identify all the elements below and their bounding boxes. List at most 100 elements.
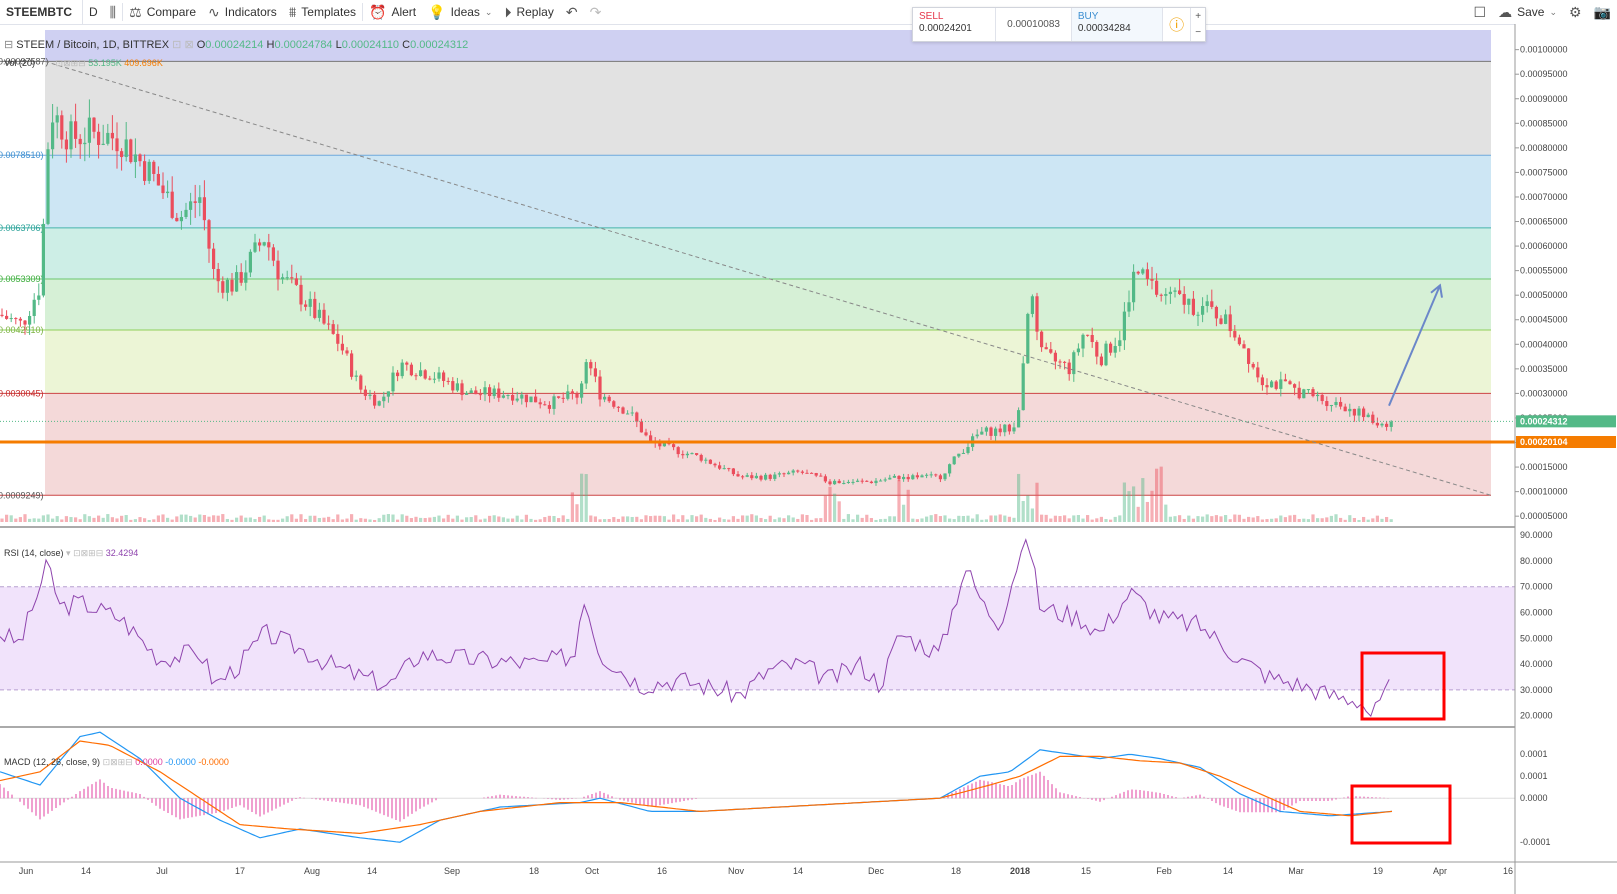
candle-body: [9, 318, 13, 320]
rsi-band: [0, 586, 1515, 690]
macd-annotation-box[interactable]: [1350, 784, 1452, 845]
candle-body: [938, 475, 942, 480]
macd-legend[interactable]: MACD (12, 26, close, 9) ⊡⊠⊞⊟ 0.0000 -0.0…: [4, 757, 229, 768]
info-icon[interactable]: ⓘ: [1163, 8, 1192, 41]
candle-body: [221, 281, 225, 293]
time-tick-label: Nov: [728, 866, 745, 876]
plus-icon[interactable]: +: [1195, 10, 1202, 22]
candle-body: [736, 474, 740, 477]
buy-button[interactable]: BUY 0.00034284: [1071, 8, 1163, 41]
symbol-search[interactable]: STEEMBTC: [0, 0, 83, 24]
candle-body: [1086, 334, 1090, 336]
rsi-annotation-box[interactable]: [1360, 651, 1446, 721]
candle-body: [727, 468, 731, 470]
candle-body: [713, 463, 717, 466]
settings-button[interactable]: ⚙: [1563, 0, 1588, 24]
candle-body: [842, 483, 846, 485]
templates-button[interactable]: ⩩ Templates: [283, 0, 362, 24]
time-tick-label: 17: [235, 866, 245, 876]
volume-bar: [626, 516, 630, 522]
redo-button[interactable]: ↷: [584, 0, 608, 24]
volume-legend[interactable]: Vol (20) ⊡⊠⊞⊟ 53.195K 409.696K: [4, 58, 163, 69]
replay-button[interactable]: ⏵ Replay: [498, 0, 559, 24]
candle-body: [731, 468, 735, 475]
candle-body: [267, 242, 271, 248]
projection-arrow[interactable]: [1388, 284, 1441, 407]
volume-bar: [552, 516, 556, 522]
time-tick-label: 2018: [1010, 866, 1030, 876]
main-series-legend[interactable]: ⊟ STEEM / Bitcoin, 1D, BITTREX ⊡ ⊠ O0.00…: [4, 38, 468, 51]
candle-body: [1063, 361, 1067, 363]
volume-bar: [1063, 515, 1067, 522]
legend-controls[interactable]: ⊡⊠⊞⊟: [55, 58, 86, 68]
fibonacci-retracement[interactable]: 0.00097587) 0.0078510) 0.0063706) 0.0053309…: [0, 30, 1491, 500]
undo-button[interactable]: ↶: [560, 0, 584, 24]
volume-bar: [1150, 490, 1154, 522]
price-tick-label: 0.00050000: [1520, 290, 1568, 300]
candle-body: [83, 142, 87, 145]
volume-bar: [1127, 491, 1131, 522]
interval-selector[interactable]: D: [89, 5, 98, 19]
volume-bar: [1021, 500, 1025, 522]
candle-body: [800, 471, 804, 473]
volume-bar: [952, 519, 956, 522]
candle-body: [649, 435, 653, 441]
chart-style-button[interactable]: ⫼: [104, 0, 122, 24]
candle-body: [1182, 294, 1186, 305]
toolbar-right: ☐ ☁ Save ⌄ ⚙ 📷: [1468, 0, 1617, 24]
volume-bar: [879, 519, 883, 522]
compare-button[interactable]: ⚖ Compare: [123, 0, 202, 24]
volume-bar: [120, 515, 124, 522]
volume-bar: [846, 514, 850, 522]
candle-body: [1348, 408, 1352, 412]
alert-button[interactable]: ⏰ Alert: [363, 0, 422, 24]
candle-body: [391, 372, 395, 392]
candle-body: [1191, 298, 1195, 315]
volume-bar: [1251, 517, 1255, 522]
candle-body: [405, 362, 409, 365]
candle-body: [225, 279, 229, 293]
indicators-button[interactable]: ∿ Indicators: [202, 0, 283, 24]
minus-icon[interactable]: −: [1195, 27, 1202, 39]
rsi-legend[interactable]: RSI (14, close) ▾ ⊡⊠⊞⊟ 32.4294: [4, 548, 138, 559]
volume-bar: [819, 518, 823, 522]
candle-body: [428, 378, 432, 380]
fullscreen-button[interactable]: ☐: [1468, 0, 1493, 24]
volume-bar: [1118, 515, 1122, 522]
volume-bar: [722, 519, 726, 522]
volume-bar: [1228, 519, 1232, 522]
candle-body: [1021, 363, 1025, 411]
volume-bar: [892, 516, 896, 522]
volume-bar: [55, 516, 59, 522]
ideas-button[interactable]: 💡 Ideas ⌄: [422, 0, 498, 24]
volume-bar: [455, 515, 459, 522]
legend-controls[interactable]: ⊡ ⊠: [172, 39, 194, 51]
volume-bar: [897, 479, 901, 522]
volume-bar: [547, 515, 551, 522]
fib-level-label: 0.0009249): [0, 490, 44, 500]
volume-bar: [1270, 518, 1274, 522]
volume-bar: [823, 495, 827, 522]
volume-bar: [1007, 516, 1011, 522]
quantity-stepper[interactable]: + −: [1191, 8, 1205, 41]
candle-body: [327, 323, 331, 325]
save-button[interactable]: ☁ Save ⌄: [1492, 0, 1563, 24]
rsi-tick-label: 80.0000: [1520, 556, 1553, 566]
candle-body: [18, 318, 22, 321]
rsi-tick-label: 50.0000: [1520, 633, 1553, 643]
drawings-layer[interactable]: [0, 60, 1515, 496]
volume-bar: [497, 516, 501, 522]
volume-bar: [474, 515, 478, 522]
chart-canvas[interactable]: 0.00097587) 0.0078510) 0.0063706) 0.0053309…: [0, 24, 1617, 894]
volume-bar: [1329, 515, 1333, 522]
snapshot-button[interactable]: 📷: [1588, 0, 1617, 24]
legend-controls[interactable]: ▾ ⊡⊠⊞⊟: [66, 548, 104, 558]
sell-button[interactable]: SELL 0.00024201: [913, 8, 997, 41]
volume-bar: [442, 518, 446, 522]
volume-bar: [281, 518, 285, 522]
arrow-head[interactable]: [1430, 283, 1443, 298]
collapse-icon[interactable]: ⊟: [4, 39, 14, 51]
legend-controls[interactable]: ⊡⊠⊞⊟: [102, 757, 133, 767]
candle-body: [354, 375, 358, 377]
volume-bar: [718, 517, 722, 522]
